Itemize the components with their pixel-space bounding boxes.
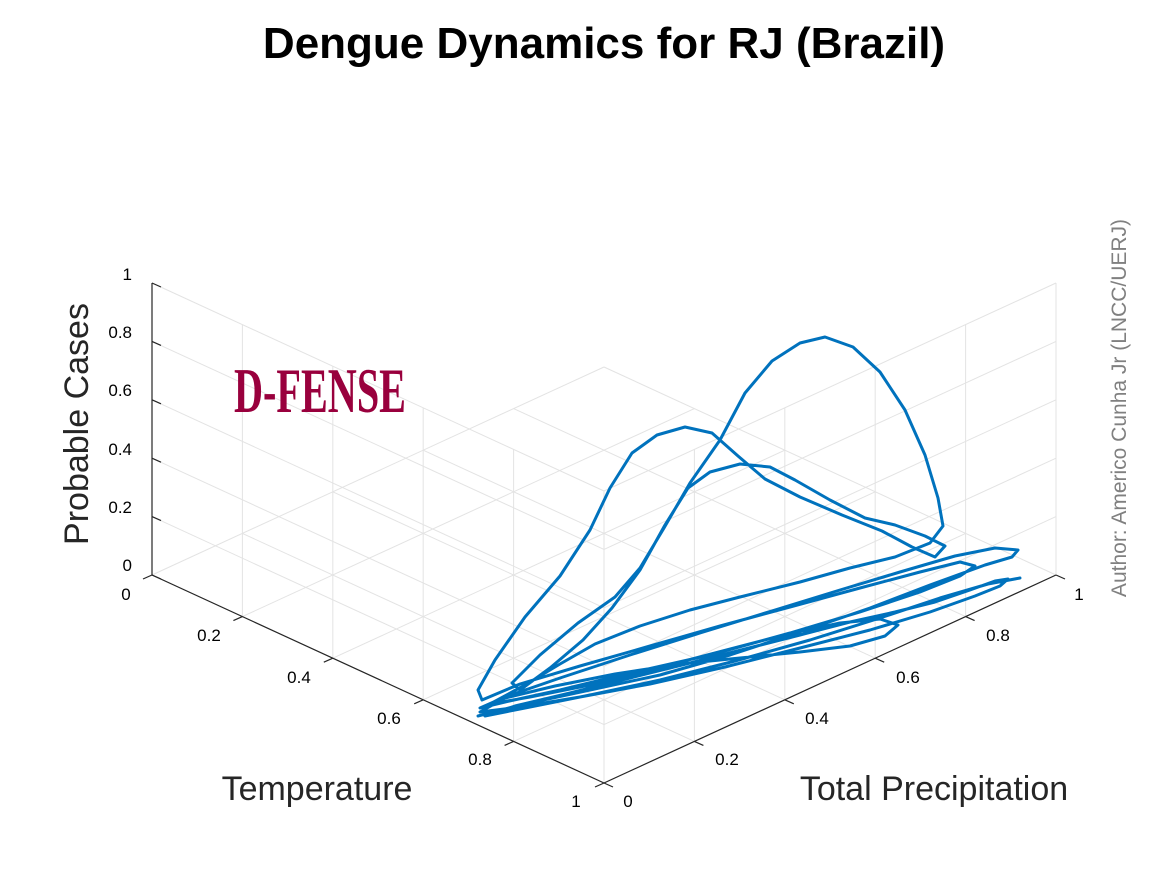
grid-line [151, 457, 605, 667]
z-tick-label: 0.2 [108, 498, 132, 517]
y-tick-label: 0.8 [468, 750, 492, 769]
author-credit: Author: Americo Cunha Jr (LNCC/UERJ) [1108, 219, 1131, 597]
grid-line [603, 366, 1057, 576]
z-tick-label: 0 [123, 556, 132, 575]
z-tick-label: 0.6 [108, 381, 132, 400]
grid-line [332, 491, 786, 701]
x-tick-mark [874, 657, 885, 663]
y-tick-mark [233, 616, 243, 622]
tick-marks [142, 282, 1066, 788]
z-tick-mark [151, 340, 162, 346]
x-tick-labels: 0 0.2 0.4 0.6 0.8 1 [623, 585, 1083, 811]
x-tick-label: 0 [623, 792, 632, 811]
z-tick-mark [151, 574, 162, 580]
y-tick-label: 0.2 [197, 626, 221, 645]
logo-d-fense: D-FENSE [234, 355, 406, 426]
z-tick-label: 0.8 [108, 323, 132, 342]
x-tick-mark [694, 740, 704, 746]
x-tick-mark [784, 699, 795, 705]
z-tick-label: 0.4 [108, 440, 132, 459]
grid-line [151, 340, 605, 550]
grid-line [603, 399, 1057, 609]
grid-line [603, 457, 1057, 667]
grid-line [603, 340, 1057, 550]
y-axis-line [151, 574, 605, 784]
grid-line [513, 532, 966, 742]
z-tick-mark [151, 457, 162, 463]
x-tick-label: 0.4 [805, 709, 829, 728]
grid-line [151, 399, 605, 609]
x-tick-label: 0.2 [715, 750, 739, 769]
y-tick-label: 0 [121, 585, 130, 604]
grid-line [603, 282, 1057, 492]
grid-line [242, 532, 695, 742]
y-tick-mark [323, 657, 334, 663]
chart-title: Dengue Dynamics for RJ (Brazil) [263, 19, 945, 68]
grid-line [151, 366, 605, 576]
grid-line [422, 491, 876, 701]
y-tick-mark [594, 782, 605, 788]
z-tick-labels: 0 0.2 0.4 0.6 0.8 1 [108, 265, 132, 575]
z-tick-mark [151, 282, 162, 288]
z-tick-label: 1 [123, 265, 132, 284]
y-tick-label: 1 [571, 792, 580, 811]
series-layer [476, 335, 1022, 718]
grid-line [242, 408, 695, 618]
x-axis-label: Total Precipitation [800, 770, 1068, 808]
y-tick-mark [504, 740, 514, 746]
grid-line [151, 282, 605, 492]
y-tick-label: 0.4 [287, 668, 311, 687]
series-line-trajectory [476, 335, 1022, 718]
z-tick-mark [151, 516, 162, 522]
x-tick-label: 0.8 [986, 626, 1010, 645]
x-tick-mark [1055, 574, 1066, 580]
y-axis-label: Temperature [222, 770, 413, 808]
grid-line [151, 516, 605, 726]
x-tick-label: 0.6 [896, 668, 920, 687]
y-tick-mark [142, 574, 153, 580]
x-tick-mark [965, 616, 975, 622]
grid-line [513, 408, 966, 618]
y-tick-labels: 0 0.2 0.4 0.6 0.8 1 [121, 585, 580, 811]
y-tick-mark [413, 699, 424, 705]
grid-line [332, 449, 786, 659]
x-tick-mark [603, 782, 614, 788]
x-tick-label: 1 [1074, 585, 1083, 604]
z-axis-label: Probable Cases [58, 303, 96, 545]
z-tick-mark [151, 399, 162, 405]
axes-box [151, 283, 1057, 784]
y-tick-label: 0.6 [377, 709, 401, 728]
x-axis-line [603, 574, 1057, 784]
